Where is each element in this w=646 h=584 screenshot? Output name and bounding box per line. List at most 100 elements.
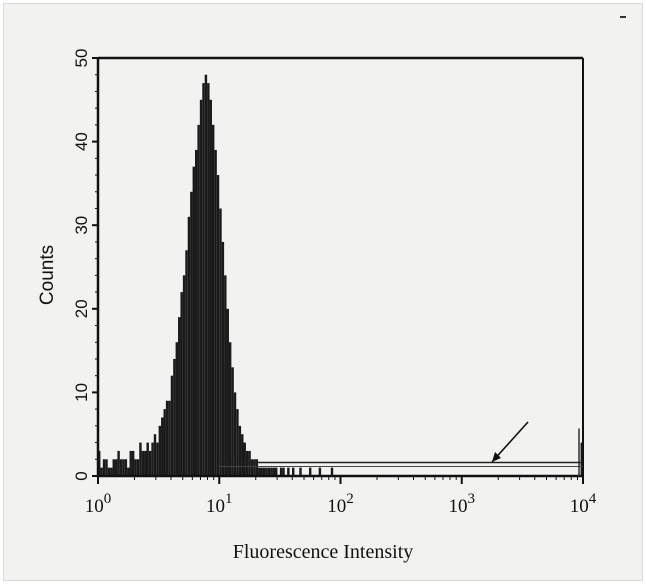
histogram-bar: [211, 124, 215, 476]
histogram-bar: [275, 467, 278, 476]
histogram-bar: [287, 467, 290, 476]
histogram-bar: [238, 425, 242, 476]
histogram-bar: [255, 459, 259, 476]
histogram-bar: [267, 467, 271, 476]
histogram-bar: [195, 149, 198, 476]
histogram-bar: [136, 459, 140, 476]
histogram-bar: [112, 459, 115, 476]
histogram-bar: [129, 450, 132, 476]
x-tick-label: 102: [327, 491, 354, 517]
histogram-bar: [151, 442, 154, 476]
histogram-bars: [98, 74, 583, 477]
x-tick-label: 101: [206, 491, 233, 517]
histogram-bar: [199, 99, 203, 477]
histogram-bar: [226, 308, 229, 476]
histogram-bar: [161, 417, 164, 476]
histogram-bar: [117, 450, 120, 476]
histogram-bar: [134, 459, 137, 476]
histogram-bar: [144, 450, 147, 476]
histogram-bar: [158, 425, 162, 476]
histogram-bar: [153, 434, 157, 476]
x-tick-label: 103: [449, 491, 476, 517]
histogram-bar: [228, 342, 232, 476]
x-tick-label: 100: [85, 491, 112, 517]
histogram-bar: [209, 99, 212, 477]
histogram-bar: [107, 467, 111, 476]
histogram-bar: [253, 459, 256, 476]
histogram-bar: [318, 467, 322, 476]
histogram-bar: [170, 375, 174, 476]
scanned-figure-background: [3, 3, 643, 581]
histogram-bar: [168, 400, 171, 476]
histogram-bar: [258, 467, 261, 476]
histogram-bar: [250, 459, 254, 476]
histogram-bar: [224, 275, 227, 476]
histogram-bar: [282, 467, 285, 476]
histogram-bar: [265, 467, 268, 476]
histogram-bar: [221, 241, 225, 476]
histogram-bar: [272, 467, 276, 476]
histogram-bar: [178, 317, 181, 476]
histogram-bar: [219, 208, 222, 477]
histogram-bar: [156, 442, 159, 476]
histogram-bar: [330, 467, 334, 476]
y-tick-label: 0: [72, 471, 91, 480]
y-axis-ticks: 0 10 20 30 40 50: [72, 49, 98, 481]
histogram-bar: [233, 392, 237, 476]
histogram-bar: [260, 467, 263, 476]
histogram-bar: [180, 292, 183, 476]
x-axis-label: Fluorescence Intensity: [232, 541, 414, 563]
histogram-bar: [308, 467, 312, 476]
histogram-bar: [185, 250, 188, 476]
y-axis-label: Counts: [37, 245, 58, 305]
histogram-bar: [190, 191, 193, 476]
histogram-bar: [146, 442, 149, 476]
histogram-bar: [245, 450, 249, 476]
histogram-bar: [207, 83, 210, 476]
y-tick-label: 30: [72, 216, 91, 235]
y-tick-label: 40: [72, 132, 91, 151]
histogram-bar: [127, 467, 130, 476]
histogram-bar: [182, 275, 186, 476]
histogram-bar: [114, 459, 118, 476]
y-tick-label: 10: [72, 383, 91, 402]
histogram-bar: [163, 409, 166, 476]
x-tick-label: 104: [570, 491, 597, 517]
histogram-bar: [131, 450, 135, 476]
histogram-bar: [122, 459, 125, 476]
histogram-bar: [262, 467, 266, 476]
histogram-bar: [192, 166, 195, 476]
histogram-bar: [270, 467, 273, 476]
histogram-bar: [279, 467, 283, 476]
histogram-bar: [236, 409, 239, 476]
histogram-bar: [141, 450, 145, 476]
histogram-bar: [292, 467, 295, 476]
annotations: [219, 421, 583, 476]
y-tick-label: 20: [72, 299, 91, 318]
histogram-bar: [231, 367, 234, 476]
histogram-bar: [299, 467, 302, 476]
histogram-bar: [204, 74, 208, 476]
histogram-bar: [216, 175, 220, 477]
x-axis-ticks: 100 101 102 103 104: [85, 476, 597, 517]
histogram-bar: [173, 358, 176, 476]
histogram-bar: [243, 442, 246, 476]
histogram-bar: [214, 149, 217, 476]
histogram-bar: [100, 467, 103, 476]
annotation-arrow-head: [492, 452, 501, 462]
y-tick-label: 50: [72, 49, 91, 68]
histogram-bar: [197, 124, 200, 476]
histogram-bar: [187, 216, 191, 476]
histogram-bar: [119, 459, 123, 476]
histogram-bar: [102, 459, 106, 476]
histogram-bar: [148, 450, 152, 476]
histogram-bar: [241, 434, 244, 476]
histogram-bar: [175, 342, 179, 476]
histogram-bar: [248, 450, 251, 476]
histogram-bar: [139, 442, 142, 476]
histogram-bar: [202, 83, 205, 476]
histogram-bar: [165, 400, 169, 476]
scan-speck: [620, 16, 626, 18]
histogram-bar: [110, 467, 113, 476]
